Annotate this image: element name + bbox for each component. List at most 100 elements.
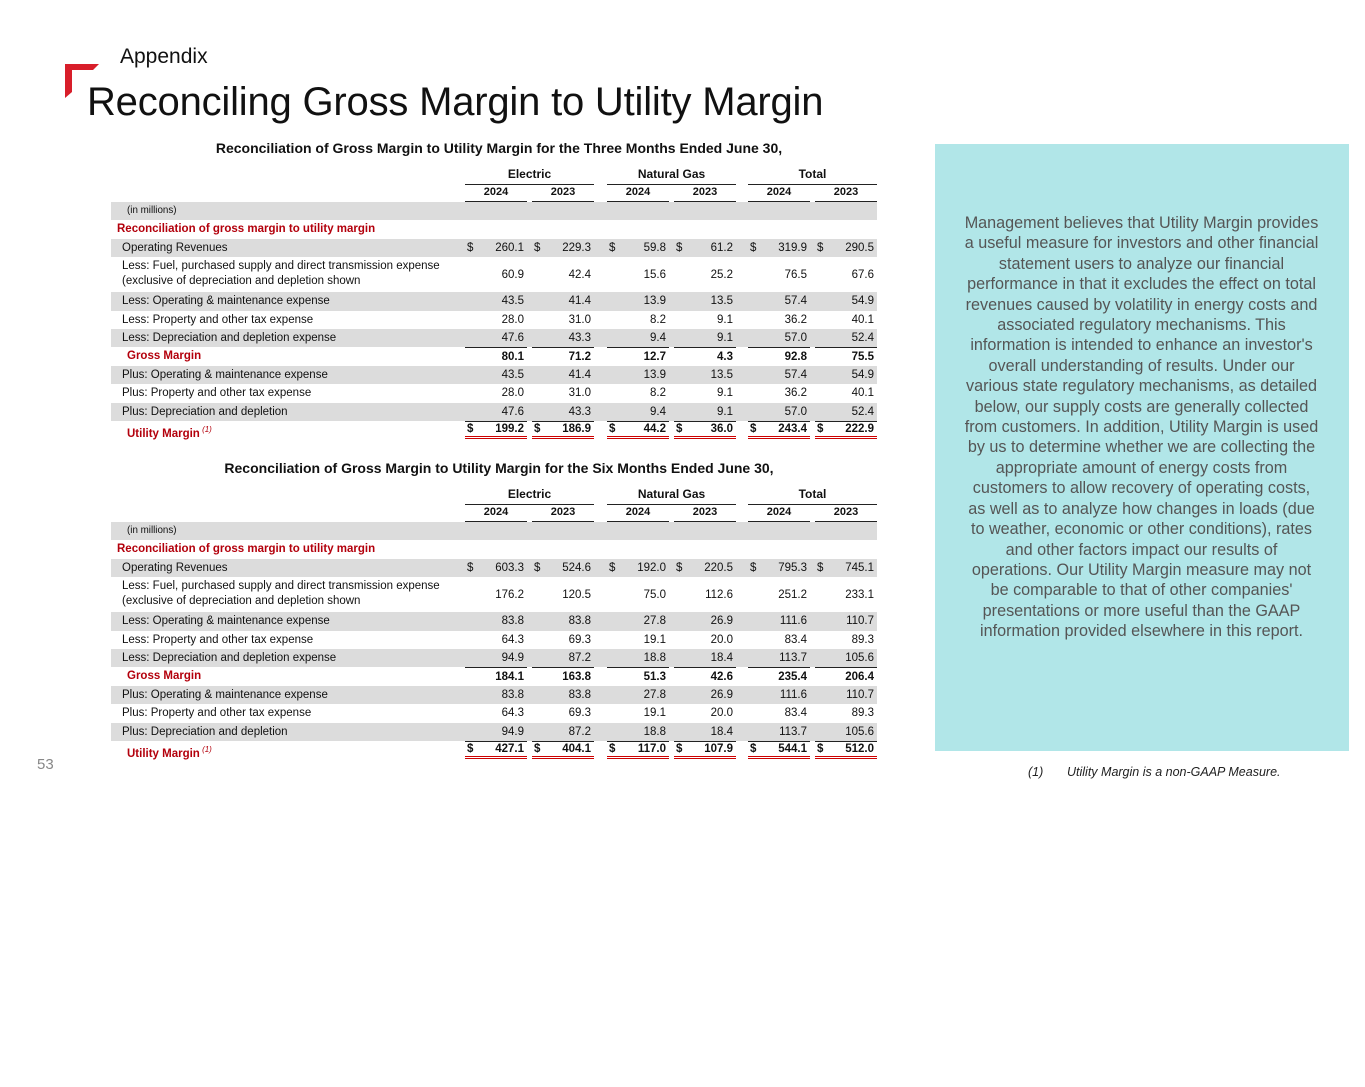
cell-value: 9.1 [717, 313, 733, 326]
footnote-number: (1) [1028, 765, 1044, 779]
year-header: 2023 [532, 505, 594, 522]
cell-value: 43.5 [501, 368, 524, 381]
value-cell: 43.5 [465, 366, 527, 384]
cell-value: 512.0 [845, 743, 874, 756]
value-cell: 83.8 [465, 612, 527, 630]
value-cell: 43.3 [532, 329, 594, 347]
cell-value: 36.0 [710, 423, 733, 436]
cell-value: 43.3 [568, 332, 591, 345]
side-panel-text: Management believes that Utility Margin … [964, 214, 1319, 641]
value-cell: 52.4 [815, 329, 877, 347]
row-label: Less: Depreciation and depletion expense [122, 652, 337, 664]
cell-value: 18.8 [643, 725, 666, 738]
cell-value: 47.6 [501, 405, 524, 418]
value-cell: 42.6 [674, 667, 736, 685]
value-cell: $603.3 [465, 559, 527, 577]
row-label: Utility Margin (1) [127, 745, 212, 760]
cell-value: 20.0 [710, 633, 733, 646]
value-cell: 83.8 [532, 686, 594, 704]
table-row: Gross Margin 80.1 71.2 12.7 4.3 92.8 75.5 [111, 347, 877, 365]
value-cell: 87.2 [532, 649, 594, 667]
cell-value: 27.8 [643, 688, 666, 701]
value-cell: $512.0 [815, 741, 877, 760]
value-cell: 40.1 [815, 311, 877, 329]
cell-value: 41.4 [568, 368, 591, 381]
value-cell: $36.0 [674, 421, 736, 440]
row-label: Plus: Operating & maintenance expense [122, 688, 328, 701]
cell-value: 15.6 [643, 268, 666, 281]
cell-value: 71.2 [568, 351, 591, 364]
cell-value: 42.4 [568, 268, 591, 281]
table-row: Less: Operating & maintenance expense 83.… [111, 612, 877, 631]
value-cell: 57.0 [748, 403, 810, 421]
value-cell: $260.1 [465, 239, 527, 257]
cell-value: 40.1 [851, 313, 874, 326]
cell-value: 28.0 [501, 313, 524, 326]
value-cell: 52.4 [815, 403, 877, 421]
cell-value: 319.9 [778, 241, 807, 254]
cell-value: 89.3 [851, 633, 874, 646]
cell-value: 75.0 [643, 588, 666, 601]
value-cell: 83.4 [748, 704, 810, 722]
dollar-sign: $ [817, 241, 824, 254]
cell-value: 44.2 [643, 423, 666, 436]
cell-value: 4.3 [717, 351, 733, 364]
cell-value: 76.5 [784, 268, 807, 281]
value-cell: 13.5 [674, 366, 736, 384]
year-header: 2023 [532, 185, 594, 202]
table-row: Less: Depreciation and depletion expense… [111, 649, 877, 668]
value-cell: 92.8 [748, 347, 810, 365]
cell-value: 41.4 [568, 295, 591, 308]
row-label: Less: Property and other tax expense [122, 633, 314, 646]
cell-value: 13.5 [710, 368, 733, 381]
cell-value: 42.6 [710, 671, 733, 684]
year-header: 2023 [815, 505, 877, 522]
dollar-sign: $ [467, 561, 474, 574]
cell-value: 40.1 [851, 387, 874, 400]
cell-value: 9.1 [717, 332, 733, 345]
value-cell: 57.4 [748, 292, 810, 310]
cell-value: 36.2 [784, 313, 807, 326]
cell-value: 31.0 [568, 387, 591, 400]
page-title: Reconciling Gross Margin to Utility Marg… [87, 80, 824, 124]
value-cell: $524.6 [532, 559, 594, 577]
section-label: Reconciliation of gross margin to utilit… [117, 543, 376, 556]
cell-value: 83.4 [784, 707, 807, 720]
table-row: Utility Margin (1) $427.1 $404.1 $117.0 $107… [111, 741, 877, 760]
value-cell: 8.2 [607, 311, 669, 329]
value-cell: 163.8 [532, 667, 594, 685]
cell-value: 251.2 [778, 588, 807, 601]
table-row: Less: Operating & maintenance expense 43.… [111, 292, 877, 311]
table-row: Plus: Operating & maintenance expense 83.… [111, 685, 877, 705]
value-cell: 18.4 [674, 649, 736, 667]
cell-value: 120.5 [562, 588, 591, 601]
value-cell: 75.5 [815, 347, 877, 365]
units-row: (in millions) [111, 522, 877, 541]
value-cell: 13.5 [674, 292, 736, 310]
value-cell: 54.9 [815, 366, 877, 384]
cell-value: 8.2 [650, 387, 666, 400]
cell-value: 192.0 [637, 561, 666, 574]
table-row: Less: Property and other tax expense 28.0… [111, 311, 877, 329]
value-cell: $404.1 [532, 741, 594, 760]
footnote-text: Utility Margin is a non-GAAP Measure. [1067, 765, 1281, 779]
value-cell: $220.5 [674, 559, 736, 577]
units-label: (in millions) [127, 525, 177, 536]
cell-value: 51.3 [643, 671, 666, 684]
value-cell: $544.1 [748, 741, 810, 760]
cell-value: 18.4 [710, 652, 733, 665]
cell-value: 18.8 [643, 652, 666, 665]
cell-value: 260.1 [495, 241, 524, 254]
value-cell: $319.9 [748, 239, 810, 257]
table-row: Plus: Property and other tax expense 64.3… [111, 704, 877, 722]
value-cell: 9.1 [674, 384, 736, 402]
cell-value: 19.1 [643, 707, 666, 720]
cell-value: 43.3 [568, 405, 591, 418]
year-header: 2023 [674, 505, 736, 522]
dollar-sign: $ [467, 743, 474, 756]
value-cell: 206.4 [815, 667, 877, 685]
cell-value: 60.9 [501, 268, 524, 281]
value-cell: 251.2 [748, 577, 810, 612]
cell-value: 9.4 [650, 405, 666, 418]
value-cell: 111.6 [748, 612, 810, 630]
